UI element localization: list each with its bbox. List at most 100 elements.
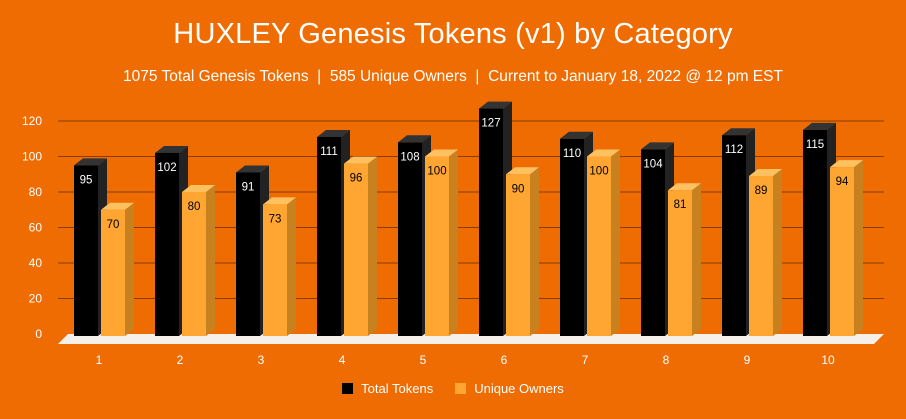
bar-side (692, 183, 701, 336)
bar-front (344, 163, 368, 336)
bar-top (668, 183, 701, 191)
data-label: 110 (563, 148, 581, 160)
legend-swatch-unique-owners (455, 383, 467, 394)
data-label: 96 (350, 173, 363, 185)
chart-title: HUXLEY Genesis Tokens (v1) by Category (173, 18, 733, 50)
bar-front (749, 176, 773, 336)
bar-front (722, 135, 746, 336)
x-tick-label: 7 (582, 353, 589, 367)
bar-top (182, 185, 215, 192)
bars: 95 70 102 80 91 73 111 96 108 100 127 90 110 100 104 81… (74, 101, 863, 336)
bar-top (317, 129, 350, 137)
y-tick-label: 80 (29, 185, 43, 199)
data-label: 112 (725, 144, 743, 156)
x-tick-label: 1 (96, 353, 103, 367)
y-tick-label: 40 (29, 256, 43, 270)
bar-side (206, 185, 215, 336)
data-label: 111 (320, 146, 337, 158)
x-axis: 1 2 3 4 5 6 7 8 9 10 (96, 353, 835, 367)
x-tick-label: 6 (501, 353, 508, 367)
bar-top (560, 131, 593, 139)
bar-top (506, 167, 539, 175)
legend-swatch-total-tokens (342, 383, 354, 394)
bar-front (830, 167, 854, 336)
data-label: 108 (400, 151, 419, 163)
bar-unique-owners: 73 (263, 197, 296, 336)
bar-top (398, 135, 431, 143)
bar-side (611, 149, 620, 336)
bar-unique-owners: 89 (749, 169, 782, 336)
bar-side (854, 160, 863, 336)
chart-floor-plane (58, 334, 884, 344)
bar-front (587, 156, 611, 336)
y-tick-label: 120 (22, 114, 42, 128)
data-label: 100 (427, 166, 446, 178)
bar-top (587, 149, 620, 157)
bar-unique-owners: 81 (668, 183, 701, 336)
bar-front (101, 209, 125, 336)
bar-front (479, 108, 503, 336)
bar-unique-owners: 96 (344, 156, 377, 336)
y-tick-label: 20 (29, 292, 43, 306)
bar-unique-owners: 70 (101, 202, 134, 336)
legend-item-total-tokens[interactable]: Total Tokens (342, 381, 433, 396)
x-tick-label: 2 (177, 353, 184, 367)
bar-total-tokens: 127 (479, 101, 512, 336)
x-tick-label: 3 (258, 353, 265, 367)
bar-side (368, 156, 377, 336)
bar-front (803, 129, 827, 336)
legend-label-total-tokens: Total Tokens (361, 381, 434, 396)
bar-front (263, 204, 287, 336)
x-tick-label: 10 (821, 353, 835, 367)
x-tick-label: 5 (420, 353, 427, 367)
bar-top (263, 197, 296, 205)
bar-front (182, 192, 206, 336)
bar-front (317, 136, 341, 336)
bar-unique-owners: 80 (182, 185, 215, 336)
y-axis: 0 20 40 60 80 100 120 (22, 114, 42, 341)
bar-top (101, 202, 134, 210)
bar-front (155, 152, 179, 336)
bar-unique-owners: 100 (587, 149, 620, 336)
legend-item-unique-owners[interactable]: Unique Owners (455, 381, 564, 396)
bar-top (155, 145, 188, 153)
data-label: 89 (755, 185, 768, 197)
data-label: 115 (806, 139, 824, 151)
data-label: 91 (242, 181, 255, 193)
x-tick-label: 8 (663, 353, 670, 367)
data-label: 90 (512, 183, 525, 195)
bar-front (398, 142, 422, 336)
bar-front (560, 138, 584, 336)
data-label: 73 (269, 213, 282, 225)
data-label: 95 (80, 174, 93, 186)
data-label: 70 (107, 219, 120, 231)
bar-side (125, 202, 134, 336)
bar-top (803, 122, 836, 130)
bar-top (236, 165, 269, 173)
bar-top (74, 158, 107, 166)
bar-unique-owners: 90 (506, 167, 539, 336)
data-label: 100 (589, 166, 608, 178)
x-tick-label: 9 (744, 353, 751, 367)
bar-side (449, 149, 458, 336)
bar-side (773, 169, 782, 336)
x-tick-label: 4 (339, 353, 346, 367)
bar-top (830, 160, 863, 168)
bar-front (74, 165, 98, 336)
bar-top (479, 101, 512, 109)
bar-top (749, 169, 782, 177)
data-label: 104 (643, 158, 663, 170)
bar-top (722, 128, 755, 136)
legend-label-unique-owners: Unique Owners (474, 381, 564, 396)
bar-top (344, 156, 377, 164)
legend: Total Tokens Unique Owners (0, 381, 906, 396)
bar-top (425, 149, 458, 157)
y-tick-label: 100 (22, 150, 42, 164)
chart-floor (58, 334, 884, 344)
data-label: 80 (188, 201, 201, 213)
y-tick-label: 0 (35, 327, 42, 341)
data-label: 102 (157, 162, 176, 174)
data-label: 94 (836, 176, 849, 188)
bar-side (287, 197, 296, 336)
